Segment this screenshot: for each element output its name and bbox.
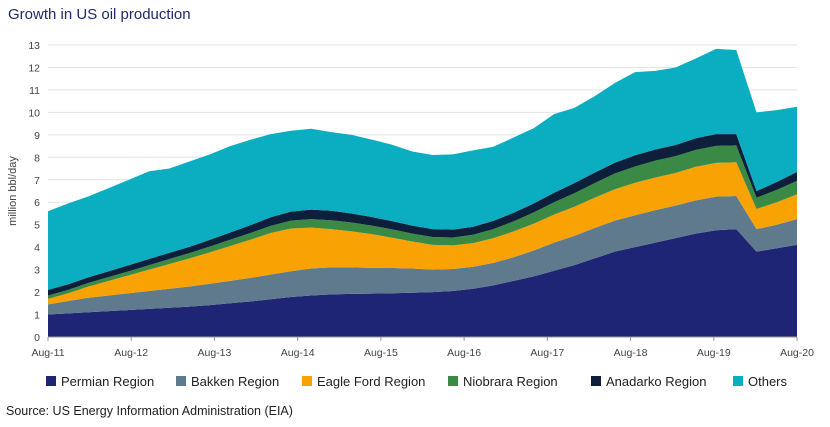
y-tick-label: 7 [34,175,40,187]
x-tick-label: Aug-12 [114,347,148,359]
area-anadarko-region [48,134,797,296]
x-axis-ticks: Aug-11 Aug-12 Aug-13 Aug-14 Aug-15 Aug-16 Aug-… [31,337,814,359]
area-eagle-ford-region [48,162,797,305]
y-tick-label: 3 [34,265,40,277]
y-tick-label: 11 [29,85,40,97]
legend-swatch [733,376,743,386]
x-tick-label: Aug-11 [31,347,64,359]
legend-label: Niobrara Region [463,374,558,389]
y-tick-label: 0 [34,332,40,344]
y-tick-label: 1 [34,310,40,322]
legend-label: Bakken Region [191,374,279,389]
area-permian-region [48,229,797,337]
legend-swatch [591,376,601,386]
legend-label: Anadarko Region [606,374,706,389]
legend-label: Others [748,374,788,389]
legend-label: Eagle Ford Region [317,374,425,389]
legend-item-anadarko-region: Anadarko Region [591,374,706,389]
legend-item-others: Others [733,374,788,389]
source-note: Source: US Energy Information Administra… [6,404,293,418]
legend-swatch [302,376,312,386]
y-tick-label: 9 [34,130,40,142]
y-tick-label: 2 [34,287,40,299]
x-tick-label: Aug-13 [198,347,232,359]
y-tick-label: 8 [34,152,40,164]
x-tick-label: Aug-17 [530,347,564,359]
area-niobrara-region [48,145,797,299]
area-others [48,48,797,290]
chart-title: Growth in US oil production [8,6,191,23]
legend: Permian Region Bakken Region Eagle Ford Re… [46,374,788,389]
x-tick-label: Aug-15 [364,347,398,359]
x-tick-label: Aug-14 [281,347,315,359]
y-tick-label: 4 [34,242,40,254]
x-tick-label: Aug-20 [780,347,814,359]
legend-item-eagle-ford-region: Eagle Ford Region [302,374,425,389]
legend-swatch [448,376,458,386]
x-tick-label: Aug-18 [614,347,648,359]
area-series [48,48,797,337]
y-axis-label: million bbl/day [7,156,19,226]
legend-item-permian-region: Permian Region [46,374,154,389]
y-tick-label: 5 [34,220,40,232]
y-tick-label: 10 [28,107,40,119]
area-bakken-region [48,195,797,315]
legend-label: Permian Region [61,374,154,389]
x-tick-label: Aug-19 [697,347,731,359]
legend-item-niobrara-region: Niobrara Region [448,374,558,389]
legend-item-bakken-region: Bakken Region [176,374,279,389]
y-tick-label: 12 [28,62,40,74]
y-tick-label: 6 [34,197,40,209]
legend-swatch [46,376,56,386]
x-tick-label: Aug-16 [447,347,481,359]
legend-swatch [176,376,186,386]
y-tick-label: 13 [28,40,40,52]
